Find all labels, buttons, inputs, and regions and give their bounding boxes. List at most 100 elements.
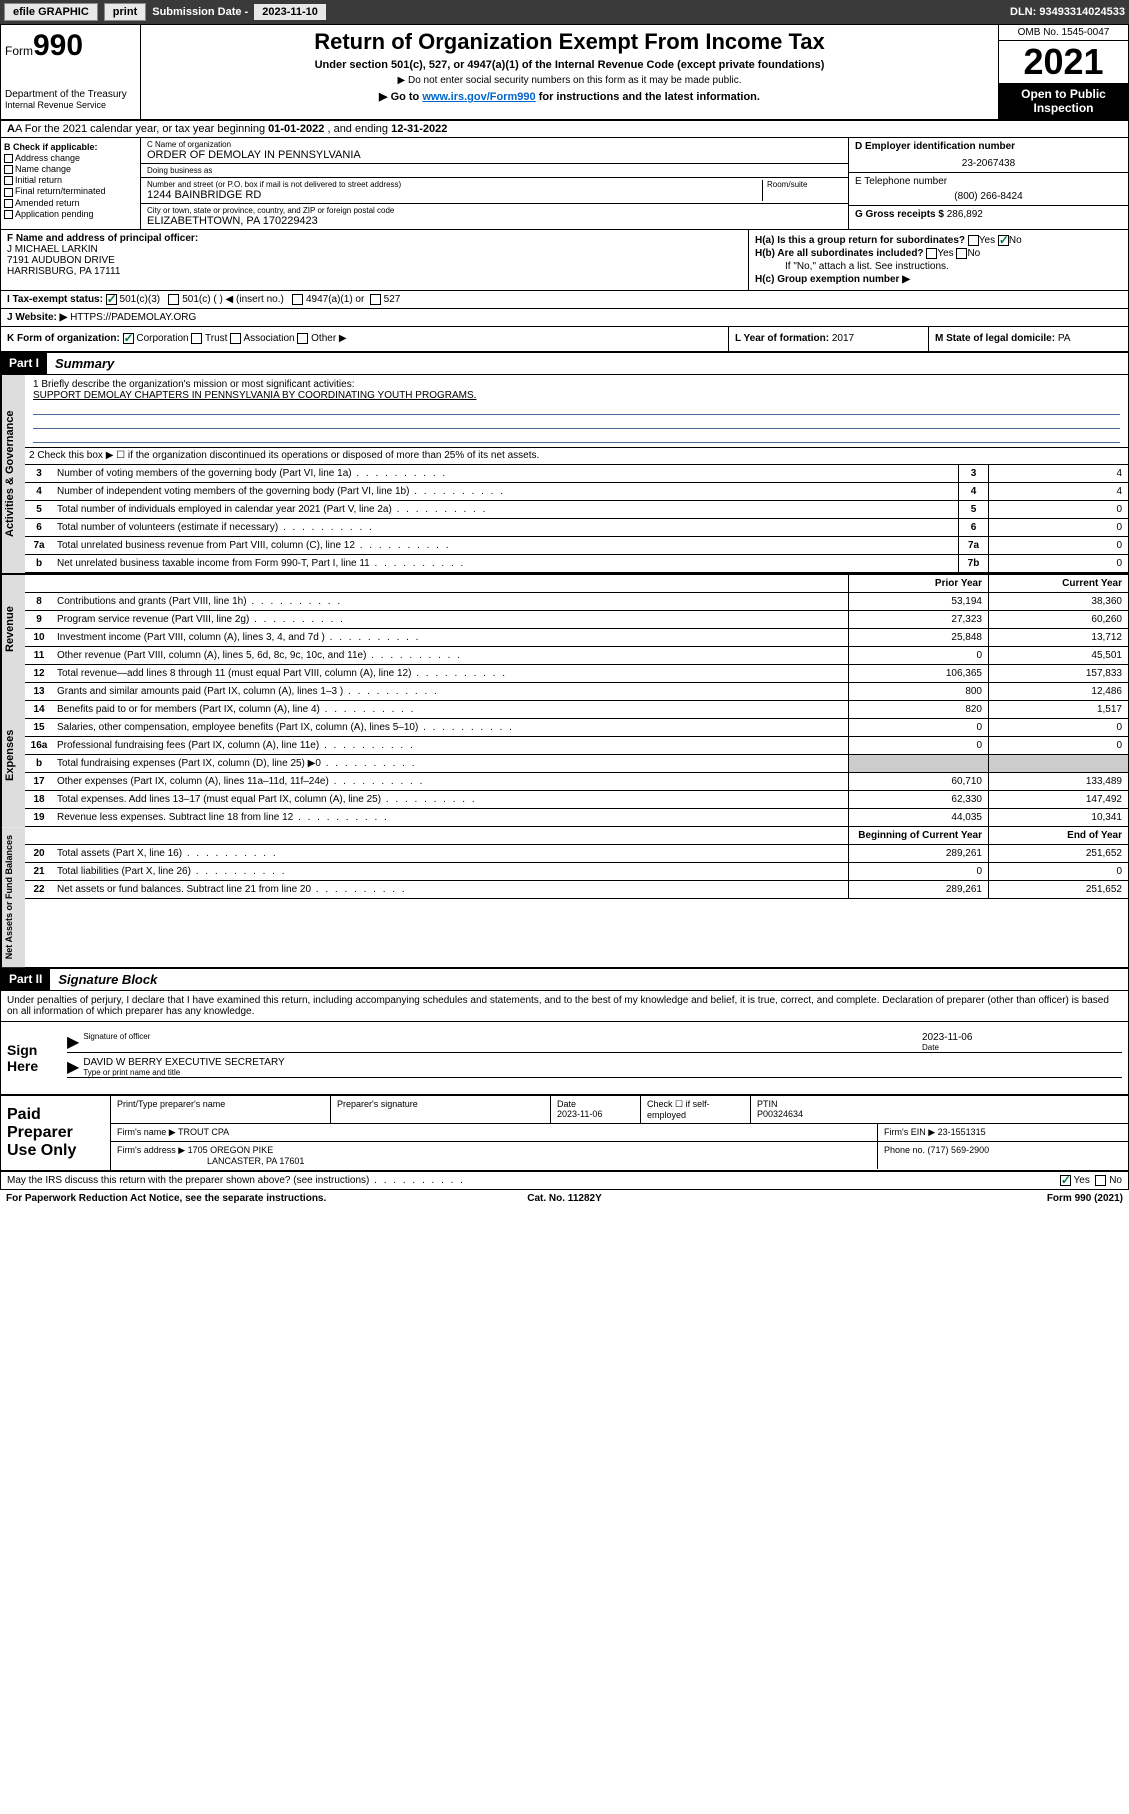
form-ref: Form 990 (2021) [751, 1193, 1123, 1204]
print-button[interactable]: print [104, 3, 146, 21]
preparer-block: Paid Preparer Use Only Print/Type prepar… [1, 1096, 1128, 1172]
officer-name: J MICHAEL LARKIN [7, 244, 742, 255]
mission-text: SUPPORT DEMOLAY CHAPTERS IN PENNSYLVANIA… [33, 390, 1120, 401]
part1-header: Part I Summary [1, 353, 1128, 375]
topbar: efile GRAPHIC print Submission Date - 20… [0, 0, 1129, 24]
sign-arrow-icon-2: ▶ [67, 1057, 79, 1077]
chk-discuss-no[interactable] [1095, 1175, 1106, 1186]
tab-revenue: Revenue [1, 575, 25, 683]
row-j-website: J Website: ▶ HTTPS://PADEMOLAY.ORG [1, 309, 1128, 327]
data-line: 15Salaries, other compensation, employee… [25, 719, 1128, 737]
tab-governance: Activities & Governance [1, 375, 25, 573]
col-h-group: H(a) Is this a group return for subordin… [748, 230, 1128, 290]
year-formation: 2017 [832, 333, 854, 344]
chk-name-change[interactable] [4, 165, 13, 174]
firm-addr2: LANCASTER, PA 17601 [117, 1156, 304, 1166]
irs-link[interactable]: www.irs.gov/Form990 [422, 91, 535, 103]
mission-block: 1 Briefly describe the organization's mi… [25, 375, 1128, 447]
chk-app-pending[interactable] [4, 210, 13, 219]
gov-line: bNet unrelated business taxable income f… [25, 555, 1128, 573]
form-prefix: Form [5, 44, 33, 58]
header-center: Return of Organization Exempt From Incom… [141, 25, 998, 119]
data-line: 11Other revenue (Part VIII, column (A), … [25, 647, 1128, 665]
chk-discuss-yes[interactable] [1060, 1175, 1071, 1186]
note-link: ▶ Go to www.irs.gov/Form990 for instruct… [149, 90, 990, 103]
data-line: 17Other expenses (Part IX, column (A), l… [25, 773, 1128, 791]
chk-assoc[interactable] [230, 333, 241, 344]
chk-amended[interactable] [4, 199, 13, 208]
gov-line: 6Total number of volunteers (estimate if… [25, 519, 1128, 537]
officer-addr1: 7191 AUDUBON DRIVE [7, 255, 742, 266]
firm-name: TROUT CPA [178, 1127, 229, 1137]
col-c-org: C Name of organization ORDER OF DEMOLAY … [141, 138, 848, 229]
part2-header: Part II Signature Block [1, 969, 1128, 991]
subdate-label: Submission Date - [152, 6, 248, 18]
chk-corp[interactable] [123, 333, 134, 344]
data-line: 21Total liabilities (Part X, line 26)00 [25, 863, 1128, 881]
section-bc: B Check if applicable: Address change Na… [1, 138, 1128, 230]
row-a-taxyear: AA For the 2021 calendar year, or tax ye… [1, 121, 1128, 138]
note-ssn: ▶ Do not enter social security numbers o… [149, 75, 990, 86]
section-fh: F Name and address of principal officer:… [1, 230, 1128, 291]
data-line: 12Total revenue—add lines 8 through 11 (… [25, 665, 1128, 683]
chk-ha-yes[interactable] [968, 235, 979, 246]
chk-final-return[interactable] [4, 188, 13, 197]
ein-value: 23-2067438 [855, 158, 1122, 169]
row-i-tax-status: I Tax-exempt status: 501(c)(3) 501(c) ( … [1, 291, 1128, 309]
prep-date: 2023-11-06 [557, 1109, 602, 1119]
data-line: 10Investment income (Part VIII, column (… [25, 629, 1128, 647]
gov-line: 4Number of independent voting members of… [25, 483, 1128, 501]
form-title: Return of Organization Exempt From Incom… [149, 29, 990, 55]
netassets-section: Net Assets or Fund Balances Beginning of… [1, 827, 1128, 969]
line-2: 2 Check this box ▶ ☐ if the organization… [25, 448, 1128, 463]
col-de: D Employer identification number 23-2067… [848, 138, 1128, 229]
chk-other[interactable] [297, 333, 308, 344]
row-k-form-org: K Form of organization: Corporation Trus… [1, 327, 1128, 352]
chk-ha-no[interactable] [998, 235, 1009, 246]
data-line: 18Total expenses. Add lines 13–17 (must … [25, 791, 1128, 809]
ptin-value: P00324634 [757, 1109, 803, 1119]
city-state-zip: ELIZABETHTOWN, PA 170229423 [147, 215, 842, 227]
data-line: 13Grants and similar amounts paid (Part … [25, 683, 1128, 701]
chk-4947[interactable] [292, 294, 303, 305]
form-header: Form990 Department of the Treasury Inter… [1, 25, 1128, 121]
chk-trust[interactable] [191, 333, 202, 344]
chk-address-change[interactable] [4, 154, 13, 163]
chk-hb-yes[interactable] [926, 248, 937, 259]
officer-print-name: DAVID W BERRY EXECUTIVE SECRETARY [83, 1057, 1122, 1068]
col-b-checkboxes: B Check if applicable: Address change Na… [1, 138, 141, 229]
data-line: 14Benefits paid to or for members (Part … [25, 701, 1128, 719]
org-name: ORDER OF DEMOLAY IN PENNSYLVANIA [147, 149, 842, 161]
gross-receipts: 286,892 [947, 209, 983, 220]
open-public-badge: Open to Public Inspection [999, 83, 1128, 119]
data-line: 8Contributions and grants (Part VIII, li… [25, 593, 1128, 611]
dln-label: DLN: 93493314024533 [1010, 6, 1125, 18]
sign-arrow-icon: ▶ [67, 1032, 79, 1052]
tab-expenses: Expenses [1, 683, 25, 827]
gov-line: 7aTotal unrelated business revenue from … [25, 537, 1128, 555]
gov-line: 3Number of voting members of the governi… [25, 465, 1128, 483]
signature-declaration: Under penalties of perjury, I declare th… [1, 991, 1128, 1022]
form-container: Form990 Department of the Treasury Inter… [0, 24, 1129, 1190]
header-right: OMB No. 1545-0047 2021 Open to Public In… [998, 25, 1128, 119]
data-line: 16aProfessional fundraising fees (Part I… [25, 737, 1128, 755]
chk-501c[interactable] [168, 294, 179, 305]
omb-number: OMB No. 1545-0047 [999, 25, 1128, 41]
form-subtitle: Under section 501(c), 527, or 4947(a)(1)… [149, 59, 990, 71]
data-line: 9Program service revenue (Part VIII, lin… [25, 611, 1128, 629]
state-domicile: PA [1058, 333, 1071, 344]
firm-phone: (717) 569-2900 [928, 1145, 990, 1155]
chk-hb-no[interactable] [956, 248, 967, 259]
chk-501c3[interactable] [106, 294, 117, 305]
chk-527[interactable] [370, 294, 381, 305]
officer-addr2: HARRISBURG, PA 17111 [7, 266, 742, 277]
efile-button[interactable]: efile GRAPHIC [4, 3, 98, 21]
street-address: 1244 BAINBRIDGE RD [147, 189, 762, 201]
firm-addr1: 1705 OREGON PIKE [188, 1145, 274, 1155]
bottom-row: For Paperwork Reduction Act Notice, see … [0, 1190, 1129, 1207]
sign-here-block: Sign Here ▶ Signature of officer 2023-11… [1, 1022, 1128, 1096]
chk-initial-return[interactable] [4, 176, 13, 185]
data-line: bTotal fundraising expenses (Part IX, co… [25, 755, 1128, 773]
tax-year: 2021 [999, 41, 1128, 83]
dept-label: Department of the Treasury [5, 89, 136, 100]
